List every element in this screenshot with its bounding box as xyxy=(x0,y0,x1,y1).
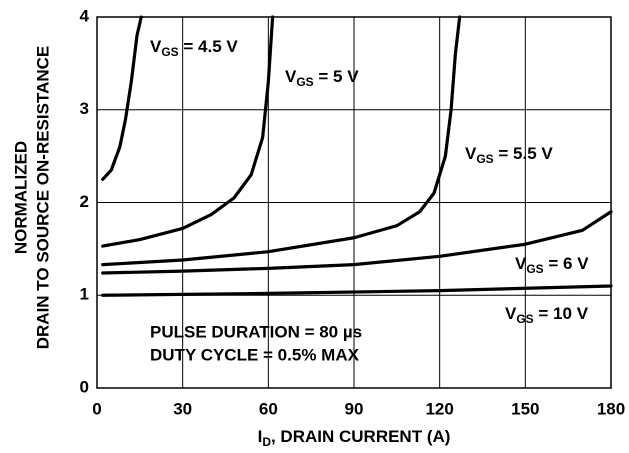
x-tick-label: 180 xyxy=(597,399,625,418)
y-tick-label: 4 xyxy=(80,6,90,25)
curve xyxy=(101,15,275,248)
y-tick-label: 2 xyxy=(80,192,89,211)
x-tick-label: 0 xyxy=(92,399,101,418)
x-axis-label: ID, DRAIN CURRENT (A) xyxy=(258,427,451,449)
series-label: VGS = 10 V xyxy=(505,304,589,326)
series-label: VGS = 4.5 V xyxy=(150,37,238,59)
annotation: DUTY CYCLE = 0.5% MAX xyxy=(150,345,360,364)
series-label: VGS = 5.5 V xyxy=(465,144,553,166)
series-label: VGS = 5 V xyxy=(285,67,359,89)
y-tick-label: 3 xyxy=(80,99,89,118)
x-tick-label: 60 xyxy=(259,399,278,418)
curve xyxy=(101,15,462,267)
y-tick-label: 1 xyxy=(80,285,89,304)
x-tick-label: 90 xyxy=(345,399,364,418)
x-tick-label: 30 xyxy=(173,399,192,418)
series-label: VGS = 6 V xyxy=(515,254,589,276)
x-tick-label: 150 xyxy=(511,399,539,418)
curve xyxy=(101,284,613,297)
y-tick-label: 0 xyxy=(80,377,89,396)
plot-frame xyxy=(96,16,612,389)
y-axis-label: DRAIN TO SOURCE ON-RESISTANCE xyxy=(33,46,52,350)
curve xyxy=(101,15,143,181)
curve xyxy=(101,210,613,275)
annotation: PULSE DURATION = 80 µs xyxy=(150,322,362,341)
x-tick-label: 120 xyxy=(425,399,453,418)
y-axis-label: NORMALIZED xyxy=(11,141,30,254)
